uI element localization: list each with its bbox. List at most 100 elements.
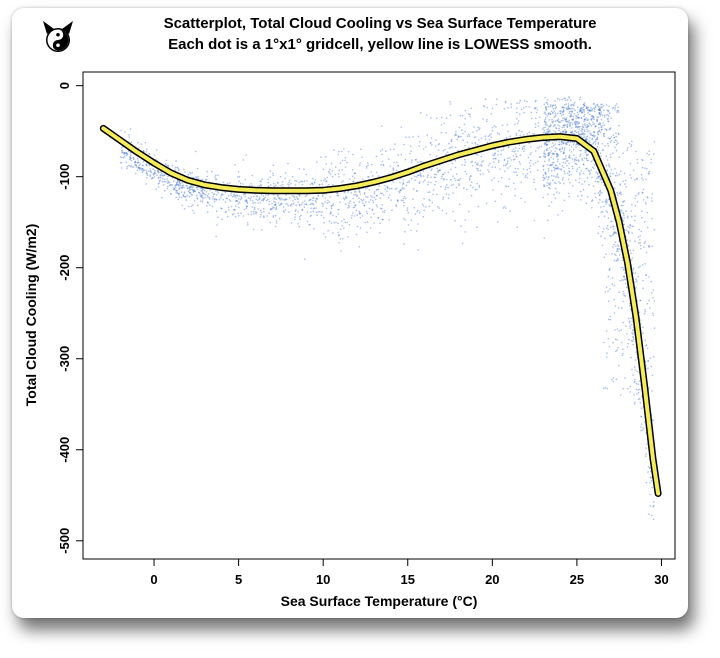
scatter-point — [570, 115, 573, 117]
scatter-point — [174, 169, 176, 171]
scatter-point — [599, 198, 601, 201]
scatter-point — [344, 166, 347, 168]
scatter-point — [523, 111, 525, 114]
scatter-point — [217, 216, 219, 218]
scatter-point — [145, 151, 148, 153]
scatter-point — [516, 174, 518, 177]
scatter-point — [464, 109, 467, 112]
scatter-point — [157, 171, 159, 173]
scatter-point — [635, 382, 638, 385]
scatter-point — [590, 118, 592, 121]
scatter-point — [649, 476, 652, 479]
scatter-point — [570, 121, 572, 124]
scatter-point — [537, 125, 540, 127]
scatter-point — [479, 169, 482, 172]
scatter-point — [455, 130, 457, 133]
scatter-point — [412, 136, 414, 138]
scatter-point — [178, 181, 180, 184]
scatter-point — [394, 143, 396, 145]
scatter-point — [494, 157, 496, 160]
scatter-point — [563, 103, 566, 106]
scatter-point — [336, 192, 338, 194]
scatter-point — [627, 225, 629, 228]
scatter-point — [546, 115, 549, 117]
scatter-point — [570, 173, 572, 176]
scatter-point — [298, 225, 301, 228]
scatter-point — [348, 204, 350, 207]
scatter-point — [495, 126, 497, 128]
scatter-point — [176, 183, 179, 186]
scatter-point — [586, 135, 588, 138]
scatter-point — [516, 226, 518, 228]
scatter-point — [355, 233, 358, 236]
scatter-point — [138, 167, 141, 169]
scatter-point — [589, 123, 592, 126]
scatter-point — [651, 292, 653, 294]
scatter-point — [626, 216, 629, 219]
scatter-point — [396, 199, 399, 201]
scatter-point — [601, 143, 603, 145]
scatter-point — [358, 190, 361, 192]
scatter-point — [615, 245, 617, 248]
scatter-point — [595, 171, 598, 173]
scatter-point — [635, 177, 638, 180]
scatter-point — [552, 112, 554, 114]
scatter-point — [545, 148, 548, 151]
scatter-point — [331, 175, 334, 178]
scatter-point — [256, 195, 258, 197]
scatter-point — [609, 204, 611, 206]
scatter-point — [650, 280, 653, 283]
scatter-point — [475, 153, 477, 156]
scatter-point — [426, 176, 429, 178]
scatter-point — [267, 194, 269, 196]
scatter-point — [627, 230, 630, 233]
scatter-point — [341, 237, 344, 240]
scatter-point — [513, 171, 515, 173]
scatter-point — [640, 415, 643, 418]
scatter-point — [201, 194, 203, 196]
scatter-point — [324, 236, 327, 238]
scatter-point — [611, 378, 613, 381]
scatter-point — [206, 194, 208, 197]
scatter-point — [169, 184, 171, 187]
scatter-point — [633, 381, 636, 384]
scatter-point — [535, 111, 538, 114]
scatter-point — [243, 208, 246, 211]
scatter-point — [165, 159, 168, 162]
scatter-point — [359, 148, 362, 150]
scatter-point — [213, 201, 216, 203]
scatter-point — [238, 176, 241, 178]
scatter-point — [580, 109, 582, 112]
scatter-point — [597, 201, 600, 204]
scatter-point — [631, 140, 633, 143]
scatter-point — [568, 156, 570, 159]
scatter-point — [205, 191, 208, 193]
scatter-point — [427, 174, 429, 176]
scatter-point — [622, 220, 625, 222]
scatter-point — [566, 120, 568, 123]
scatter-point — [533, 219, 536, 222]
scatter-point — [633, 338, 635, 341]
scatter-point — [199, 195, 202, 197]
scatter-point — [394, 188, 397, 190]
scatter-point — [165, 181, 167, 183]
scatter-point — [267, 185, 270, 188]
scatter-point — [262, 207, 265, 210]
scatter-point — [346, 221, 349, 224]
scatter-point — [558, 143, 560, 146]
scatter-point — [592, 185, 595, 187]
scatter-point — [356, 214, 359, 216]
scatter-point — [294, 198, 297, 201]
scatter-point — [381, 204, 384, 206]
scatter-point — [604, 237, 606, 239]
scatter-point — [546, 102, 548, 104]
scatter-point — [291, 194, 294, 197]
scatter-point — [568, 121, 570, 124]
scatter-point — [599, 115, 602, 117]
scatter-point — [294, 216, 296, 218]
scatter-point — [543, 184, 545, 186]
scatter-point — [207, 201, 209, 203]
scatter-point — [618, 307, 620, 309]
scatter-point — [244, 178, 247, 181]
scatter-point — [518, 147, 521, 150]
